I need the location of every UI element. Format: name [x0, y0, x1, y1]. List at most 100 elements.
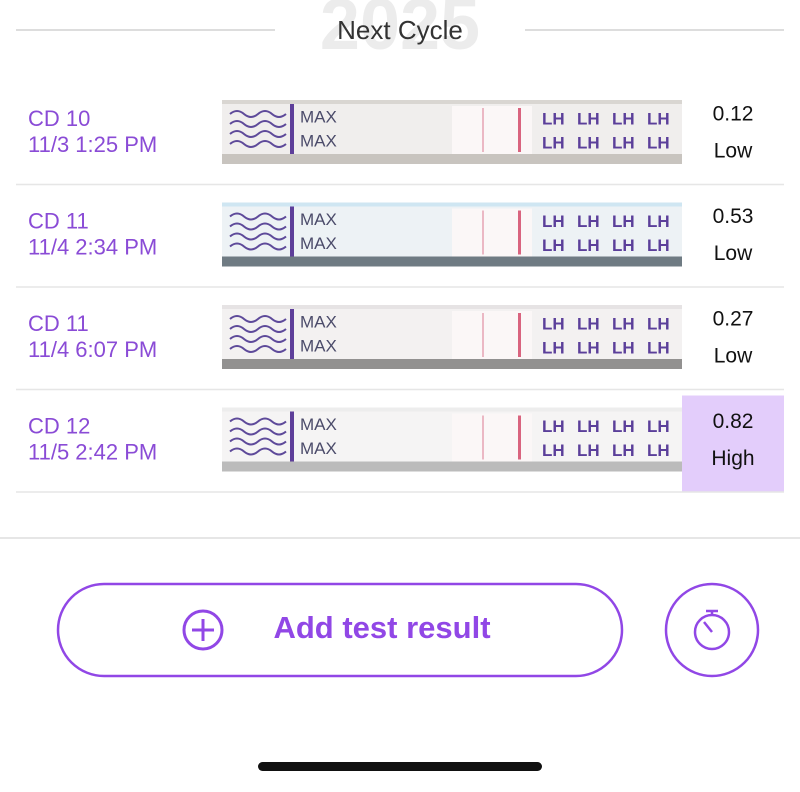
strip-lh: LH	[542, 133, 565, 152]
plus-icon[interactable]	[182, 609, 224, 651]
strip-bar	[290, 309, 294, 359]
year-watermark: 2025	[320, 0, 480, 65]
strip-lh: LH	[542, 212, 565, 231]
button-label[interactable]: Add test result	[273, 610, 490, 645]
strip-lh: LH	[647, 109, 670, 128]
test-time: 11/3 1:25 PM	[28, 132, 157, 157]
strip-lh: LH	[542, 417, 565, 436]
strip-wave	[229, 222, 287, 231]
strip-edge	[222, 461, 682, 472]
strip-wave	[229, 437, 287, 446]
strip-lh: LH	[612, 417, 635, 436]
timer-icon[interactable]	[703, 621, 713, 633]
strip-wave	[229, 130, 287, 138]
strip-brand: MAX	[300, 336, 337, 355]
strip-lh: LH	[647, 441, 670, 460]
strip-lh: LH	[682, 133, 705, 152]
test-time: 11/4 6:07 PM	[28, 337, 157, 362]
lh-level: Low	[714, 140, 753, 163]
lh-level: Low	[714, 345, 753, 368]
lh-value: 0.12	[713, 103, 754, 126]
test-line	[482, 313, 484, 357]
test-time: 11/5 2:42 PM	[28, 439, 157, 464]
strip-lh: LH	[612, 109, 635, 128]
strip-wave	[229, 232, 287, 241]
strip-lh: LH	[612, 133, 635, 152]
add-button[interactable]: Add test result	[56, 582, 624, 678]
strip-wave	[229, 427, 287, 436]
high-highlight	[682, 395, 784, 492]
strip-lh: LH	[542, 236, 565, 255]
lh-level: Low	[714, 242, 753, 265]
test-line	[482, 415, 484, 460]
strip-wave	[229, 120, 287, 128]
lh-value: 0.82	[713, 410, 754, 433]
strip-lh: LH	[682, 314, 705, 333]
control-line	[518, 210, 521, 255]
test-line	[482, 108, 484, 152]
strip-lh: LH	[577, 417, 600, 436]
lh-value: 0.27	[713, 308, 754, 331]
strip-lh: LH	[577, 338, 600, 357]
strip-wave	[229, 315, 287, 323]
strip-lh: LH	[647, 133, 670, 152]
strip-lh: LH	[577, 441, 600, 460]
strip-edge	[222, 359, 682, 369]
strip-lh: LH	[682, 236, 705, 255]
cycle-day: CD 12	[28, 413, 90, 438]
strip-wave	[229, 140, 287, 148]
test-time: 11/4 2:34 PM	[28, 234, 157, 259]
section-title: Next Cycle	[337, 15, 463, 45]
strip-lh: LH	[647, 236, 670, 255]
strip-lh: LH	[542, 109, 565, 128]
strip-lh: LH	[612, 314, 635, 333]
strip-brand: MAX	[300, 439, 337, 458]
strip-lh: LH	[612, 212, 635, 231]
strip-lh: LH	[647, 212, 670, 231]
strip-wave	[229, 417, 287, 426]
cycle-day: CD 11	[28, 311, 89, 336]
strip-wave	[229, 447, 287, 456]
strip-brand: MAX	[300, 107, 337, 126]
control-line	[518, 313, 521, 357]
strip-brand: MAX	[300, 131, 337, 150]
strip-wave	[229, 212, 287, 221]
strip-lh: LH	[647, 338, 670, 357]
strip-lh: LH	[682, 109, 705, 128]
strip-lh: LH	[577, 109, 600, 128]
strip-edge	[222, 154, 682, 164]
strip-lh: LH	[647, 417, 670, 436]
strip-lh: LH	[577, 314, 600, 333]
strip-brand: MAX	[300, 415, 337, 434]
home-indicator	[258, 762, 542, 771]
strip-lh: LH	[612, 338, 635, 357]
lh-level: High	[711, 447, 754, 470]
test-line	[482, 210, 484, 255]
button-outline[interactable]	[56, 582, 624, 678]
strip-bar	[290, 206, 294, 257]
strip-image: MAX MAX LH LH LH LH LH LH LH LH LH LH	[222, 100, 705, 164]
timer-button[interactable]	[664, 582, 760, 678]
control-line	[518, 415, 521, 460]
strip-wave	[229, 335, 287, 343]
strip-wave	[229, 110, 287, 118]
strip-lh: LH	[542, 441, 565, 460]
strip-edge	[222, 256, 682, 267]
cycle-day: CD 10	[28, 106, 90, 131]
control-line	[518, 108, 521, 152]
strip-wave	[229, 242, 287, 251]
strip-lh: LH	[577, 133, 600, 152]
strip-lh: LH	[542, 338, 565, 357]
strip-wave	[229, 345, 287, 353]
strip-lh: LH	[577, 236, 600, 255]
strip-lh: LH	[612, 441, 635, 460]
